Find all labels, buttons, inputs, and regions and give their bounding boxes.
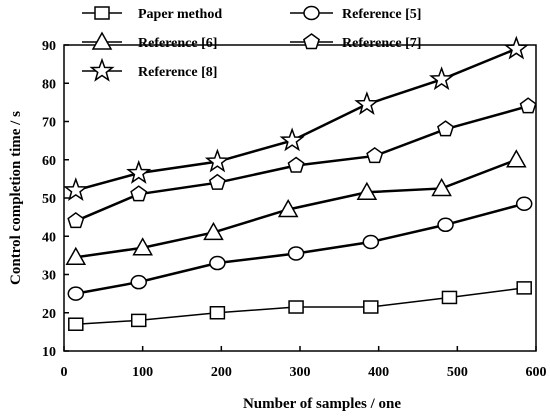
x-tick-label: 100 bbox=[132, 365, 153, 380]
data-point-triangle bbox=[65, 246, 87, 266]
y-axis-label: Control completion time / s bbox=[8, 111, 24, 285]
data-point-triangle bbox=[506, 149, 527, 168]
legend-item-triangle: Reference [6] bbox=[82, 31, 217, 51]
data-point-star bbox=[354, 91, 380, 115]
data-point-triangle bbox=[356, 181, 378, 201]
data-point-pentagon bbox=[67, 212, 85, 229]
data-point-triangle bbox=[203, 221, 224, 241]
legend-label: Reference [8] bbox=[138, 65, 217, 80]
x-tick-label: 500 bbox=[447, 365, 468, 380]
data-point-star bbox=[63, 177, 89, 202]
data-point-triangle bbox=[431, 177, 452, 197]
data-point-star bbox=[279, 127, 305, 152]
data-point-star bbox=[204, 148, 230, 173]
data-point-circle bbox=[437, 217, 454, 233]
legend-marker-pentagon bbox=[303, 33, 320, 50]
legend-label: Reference [7] bbox=[342, 36, 421, 51]
y-tick-label: 10 bbox=[42, 345, 56, 360]
data-point-star bbox=[429, 66, 455, 91]
series-square bbox=[68, 281, 532, 331]
data-point-star bbox=[126, 159, 152, 184]
data-point-circle bbox=[209, 255, 226, 271]
series-star bbox=[63, 35, 529, 202]
y-tick-label: 30 bbox=[42, 269, 56, 284]
data-point-square bbox=[363, 300, 379, 314]
data-point-square bbox=[516, 281, 532, 295]
data-point-circle bbox=[515, 196, 533, 211]
series-pentagon bbox=[67, 97, 537, 229]
legend: Paper method Reference [5] Reference [6] Re… bbox=[82, 5, 421, 82]
x-tick-label: 300 bbox=[290, 365, 311, 380]
x-axis-label: Number of samples / one bbox=[243, 396, 401, 412]
legend-item-star: Reference [8] bbox=[82, 57, 217, 82]
y-tick-label: 80 bbox=[42, 77, 56, 92]
legend-label: Paper method bbox=[138, 7, 222, 22]
y-axis-ticks: 10 20 30 40 50 60 70 80 90 bbox=[42, 39, 69, 360]
y-tick-label: 20 bbox=[42, 307, 56, 322]
data-point-circle bbox=[287, 246, 305, 261]
data-point-pentagon bbox=[208, 173, 226, 190]
x-tick-label: 0 bbox=[61, 365, 68, 380]
data-point-pentagon bbox=[519, 97, 537, 114]
data-point-square bbox=[441, 290, 458, 305]
y-tick-label: 90 bbox=[42, 39, 56, 54]
legend-label: Reference [5] bbox=[342, 7, 421, 22]
legend-item-square: Paper method bbox=[82, 6, 222, 22]
legend-marker-triangle bbox=[91, 31, 113, 50]
series-triangle bbox=[65, 149, 527, 266]
legend-item-pentagon: Reference [7] bbox=[290, 33, 421, 51]
data-point-circle bbox=[362, 234, 380, 250]
data-point-triangle bbox=[132, 237, 153, 256]
series-circle bbox=[67, 196, 533, 301]
legend-item-circle: Reference [5] bbox=[290, 5, 421, 22]
y-tick-label: 70 bbox=[42, 116, 56, 131]
data-point-circle bbox=[67, 286, 85, 301]
data-point-pentagon bbox=[130, 185, 148, 202]
legend-marker-star bbox=[89, 57, 115, 82]
legend-marker-square bbox=[94, 6, 110, 20]
data-point-pentagon bbox=[287, 156, 305, 173]
legend-marker-circle bbox=[303, 5, 320, 21]
y-tick-label: 40 bbox=[42, 230, 56, 245]
data-point-square bbox=[130, 313, 147, 328]
x-tick-label: 200 bbox=[211, 365, 232, 380]
data-point-square bbox=[68, 317, 84, 331]
data-point-triangle bbox=[277, 198, 299, 218]
y-tick-label: 50 bbox=[42, 192, 56, 207]
data-point-square bbox=[209, 306, 226, 320]
x-tick-label: 400 bbox=[368, 365, 389, 380]
x-axis-ticks: 0 100 200 300 400 500 600 bbox=[61, 346, 547, 380]
y-tick-label: 60 bbox=[42, 154, 56, 169]
legend-label: Reference [6] bbox=[138, 36, 217, 51]
data-point-star bbox=[503, 35, 529, 60]
data-point-square bbox=[288, 300, 304, 314]
x-tick-label: 600 bbox=[526, 365, 547, 380]
series-layer bbox=[63, 35, 537, 331]
data-point-pentagon bbox=[437, 120, 455, 137]
data-point-circle bbox=[130, 274, 147, 290]
data-point-pentagon bbox=[366, 147, 384, 164]
